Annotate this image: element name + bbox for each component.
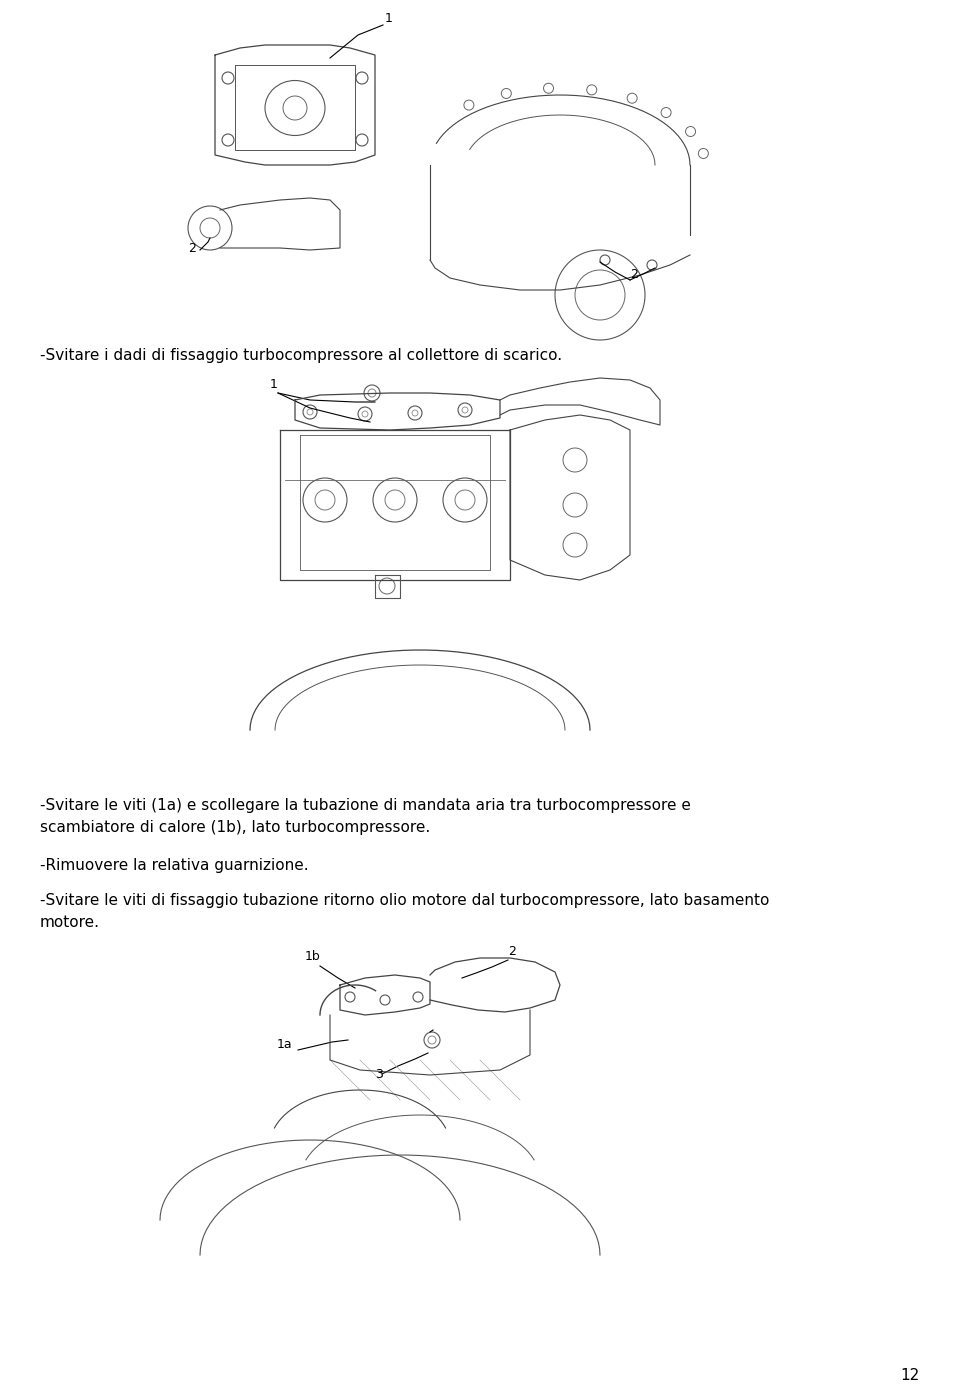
Text: 2: 2 <box>188 242 196 254</box>
Text: -Svitare i dadi di fissaggio turbocompressore al collettore di scarico.: -Svitare i dadi di fissaggio turbocompre… <box>40 348 563 363</box>
Text: 1: 1 <box>385 13 393 25</box>
Text: 1a: 1a <box>277 1038 293 1051</box>
Text: -Rimuovere la relativa guarnizione.: -Rimuovere la relativa guarnizione. <box>40 858 308 873</box>
Text: 12: 12 <box>900 1368 920 1383</box>
Text: 1b: 1b <box>305 949 321 963</box>
Text: 1: 1 <box>270 378 277 391</box>
Text: -Svitare le viti di fissaggio tubazione ritorno olio motore dal turbocompressore: -Svitare le viti di fissaggio tubazione … <box>40 892 769 930</box>
Text: 3: 3 <box>375 1068 383 1081</box>
Text: -Svitare le viti (1a) e scollegare la tubazione di mandata aria tra turbocompres: -Svitare le viti (1a) e scollegare la tu… <box>40 798 691 835</box>
Text: 2: 2 <box>508 945 516 958</box>
Text: 2: 2 <box>630 268 637 281</box>
